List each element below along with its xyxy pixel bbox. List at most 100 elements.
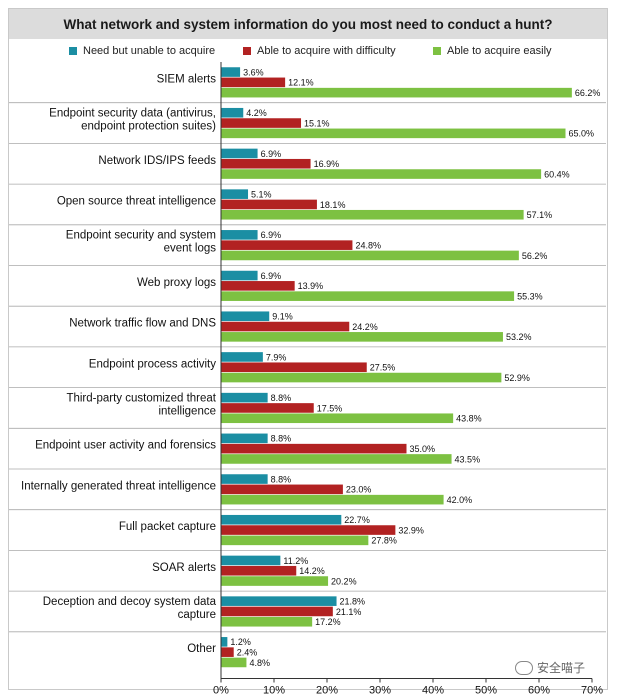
bar-difficulty <box>221 443 407 454</box>
bar-value-label: 17.2% <box>315 617 341 627</box>
category-label: Network IDS/IPS feeds <box>98 155 216 167</box>
category-label: Deception and decoy system data <box>43 596 217 608</box>
bar-value-label: 21.1% <box>336 607 362 617</box>
bar-unable <box>221 107 244 118</box>
legend-item-easily: Able to acquire easily <box>433 45 552 57</box>
bar-difficulty <box>221 362 367 373</box>
x-tick-label: 10% <box>263 685 285 697</box>
category-label: Full packet capture <box>119 521 216 533</box>
chart-title: What network and system information do y… <box>63 16 553 32</box>
legend-item-difficulty: Able to acquire with difficulty <box>243 45 396 57</box>
bar-difficulty <box>221 158 311 169</box>
bar-easily <box>221 209 524 220</box>
chart-title-band: What network and system information do y… <box>9 9 607 39</box>
wechat-icon <box>514 660 533 675</box>
bar-value-label: 22.7% <box>344 515 370 525</box>
bar-value-label: 21.8% <box>340 596 366 606</box>
bar-value-label: 4.8% <box>249 658 270 668</box>
bar-easily <box>221 169 542 179</box>
bar-difficulty <box>221 403 314 413</box>
bar-unable <box>221 392 268 403</box>
bar-value-label: 60.4% <box>544 169 570 179</box>
bar-easily <box>221 291 515 301</box>
bar-value-label: 66.2% <box>575 88 601 98</box>
category-label: Internally generated threat intelligence <box>21 480 216 492</box>
bar-value-label: 5.1% <box>251 189 272 199</box>
category-label: SIEM alerts <box>157 73 217 85</box>
bar-value-label: 6.9% <box>261 149 282 159</box>
bar-value-label: 27.5% <box>370 363 396 373</box>
bar-easily <box>221 372 502 383</box>
bar-value-label: 11.2% <box>283 556 308 566</box>
bar-easily <box>221 454 452 464</box>
bar-value-label: 55.3% <box>517 291 543 301</box>
bar-value-label: 24.2% <box>352 322 378 332</box>
bar-value-label: 14.2% <box>299 566 325 576</box>
watermark: 安全喵子 <box>514 659 585 676</box>
category-label: Endpoint security and system <box>66 230 216 242</box>
bar-value-label: 65.0% <box>569 129 595 139</box>
legend-item-unable: Need but unable to acquire <box>69 45 215 57</box>
x-tick-label: 50% <box>475 685 497 697</box>
bar-value-label: 7.9% <box>266 352 287 362</box>
bar-easily <box>221 494 444 505</box>
bar-value-label: 42.0% <box>447 495 473 505</box>
x-tick-label: 70% <box>581 685 603 697</box>
bar-easily <box>221 535 369 546</box>
bar-value-label: 52.9% <box>504 373 530 383</box>
legend-swatch-easily <box>433 47 441 55</box>
category-label: endpoint protection suites) <box>81 121 216 133</box>
watermark-text: 安全喵子 <box>536 661 585 675</box>
bar-value-label: 27.8% <box>371 536 397 546</box>
bar-value-label: 43.8% <box>456 414 482 424</box>
bar-unable <box>221 637 228 647</box>
bar-difficulty <box>221 565 297 576</box>
bar-difficulty <box>221 647 234 657</box>
bar-easily <box>221 332 503 342</box>
category-label: Third-party customized threat <box>66 392 216 404</box>
bar-difficulty <box>221 199 317 210</box>
bar-value-label: 43.5% <box>455 454 481 464</box>
bar-value-label: 24.8% <box>355 240 381 250</box>
bar-value-label: 18.1% <box>320 200 346 210</box>
bar-value-label: 56.2% <box>522 251 548 261</box>
bar-easily <box>221 576 329 586</box>
legend-label-easily: Able to acquire easily <box>447 45 552 57</box>
bar-difficulty <box>221 321 350 332</box>
bar-unable <box>221 433 268 444</box>
bar-easily <box>221 616 313 627</box>
bar-unable <box>221 230 258 240</box>
bar-unable <box>221 311 270 322</box>
x-tick-label: 20% <box>316 685 338 697</box>
bar-value-label: 17.5% <box>317 403 343 413</box>
bar-easily <box>221 128 566 139</box>
legend-swatch-difficulty <box>243 47 251 55</box>
bar-value-label: 3.6% <box>243 67 264 77</box>
bar-value-label: 32.9% <box>398 525 424 535</box>
legend-label-unable: Need but unable to acquire <box>83 45 216 57</box>
category-label: Open source threat intelligence <box>57 195 216 207</box>
bar-easily <box>221 657 247 668</box>
bar-value-label: 2.4% <box>237 647 258 657</box>
bar-difficulty <box>221 484 343 495</box>
category-label: Network traffic flow and DNS <box>69 318 216 330</box>
bar-value-label: 1.2% <box>230 637 251 647</box>
category-label: SOAR alerts <box>152 562 216 574</box>
bar-value-label: 12.1% <box>288 78 314 88</box>
legend-swatch-unable <box>69 47 77 55</box>
category-label: Web proxy logs <box>137 277 216 289</box>
bar-value-label: 8.8% <box>271 474 292 484</box>
bar-easily <box>221 87 572 98</box>
bar-value-label: 8.8% <box>271 434 292 444</box>
bar-unable <box>221 352 263 362</box>
bar-unable <box>221 596 337 606</box>
x-tick-label: 30% <box>369 685 391 697</box>
bar-difficulty <box>221 281 295 291</box>
bar-unable <box>221 270 258 281</box>
bar-unable <box>221 189 249 199</box>
bar-value-label: 57.1% <box>527 210 553 220</box>
bar-difficulty <box>221 118 302 128</box>
bar-difficulty <box>221 606 333 617</box>
x-tick-label: 60% <box>528 685 550 697</box>
